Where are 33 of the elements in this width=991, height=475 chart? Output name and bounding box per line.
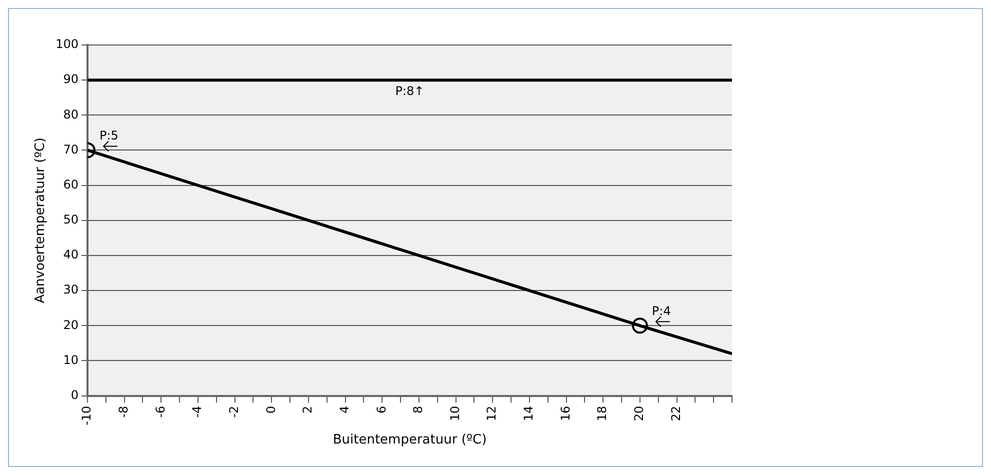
- y-tick-label: 50: [63, 212, 79, 227]
- y-tick-label: 80: [63, 107, 79, 122]
- x-tick-label: -10: [80, 406, 94, 426]
- x-tick-label: -4: [190, 406, 204, 418]
- x-tick-label: 0: [264, 406, 278, 414]
- y-tick-label: 30: [63, 282, 79, 297]
- x-tick-label: 22: [668, 406, 683, 422]
- x-tick-label: -8: [116, 406, 130, 418]
- x-tick-label: 20: [632, 406, 646, 422]
- y-tick-label: 20: [63, 318, 79, 332]
- annotation: P:8↑: [395, 84, 424, 98]
- annotation: P:5: [100, 128, 118, 142]
- y-tick-label: 0: [70, 388, 79, 402]
- annotation: P:4: [652, 304, 671, 318]
- x-tick-label: 4: [337, 406, 352, 414]
- x-axis-title: Buitentemperatuur (ºC): [332, 432, 487, 448]
- y-tick-label: 60: [63, 177, 79, 192]
- x-tick-label: 10: [448, 406, 462, 422]
- x-tick-label: -6: [153, 406, 168, 418]
- x-tick-label: -2: [226, 406, 241, 418]
- x-tick-label: 2: [300, 406, 315, 414]
- y-tick-label: 100: [56, 37, 79, 52]
- y-tick-label: 10: [63, 352, 79, 367]
- y-tick-label: 70: [63, 142, 79, 156]
- y-tick-label: 40: [63, 248, 79, 262]
- x-tick-label: 8: [411, 406, 426, 414]
- y-axis-title: Aanvoertemperatuur (ºC): [33, 137, 48, 304]
- x-tick-label: 18: [595, 406, 610, 422]
- x-tick-label: 6: [374, 406, 388, 414]
- x-tick-label: 12: [484, 406, 499, 422]
- x-tick-label: 16: [558, 406, 572, 422]
- x-tick-label: 14: [522, 406, 536, 422]
- y-tick-label: 90: [63, 72, 79, 86]
